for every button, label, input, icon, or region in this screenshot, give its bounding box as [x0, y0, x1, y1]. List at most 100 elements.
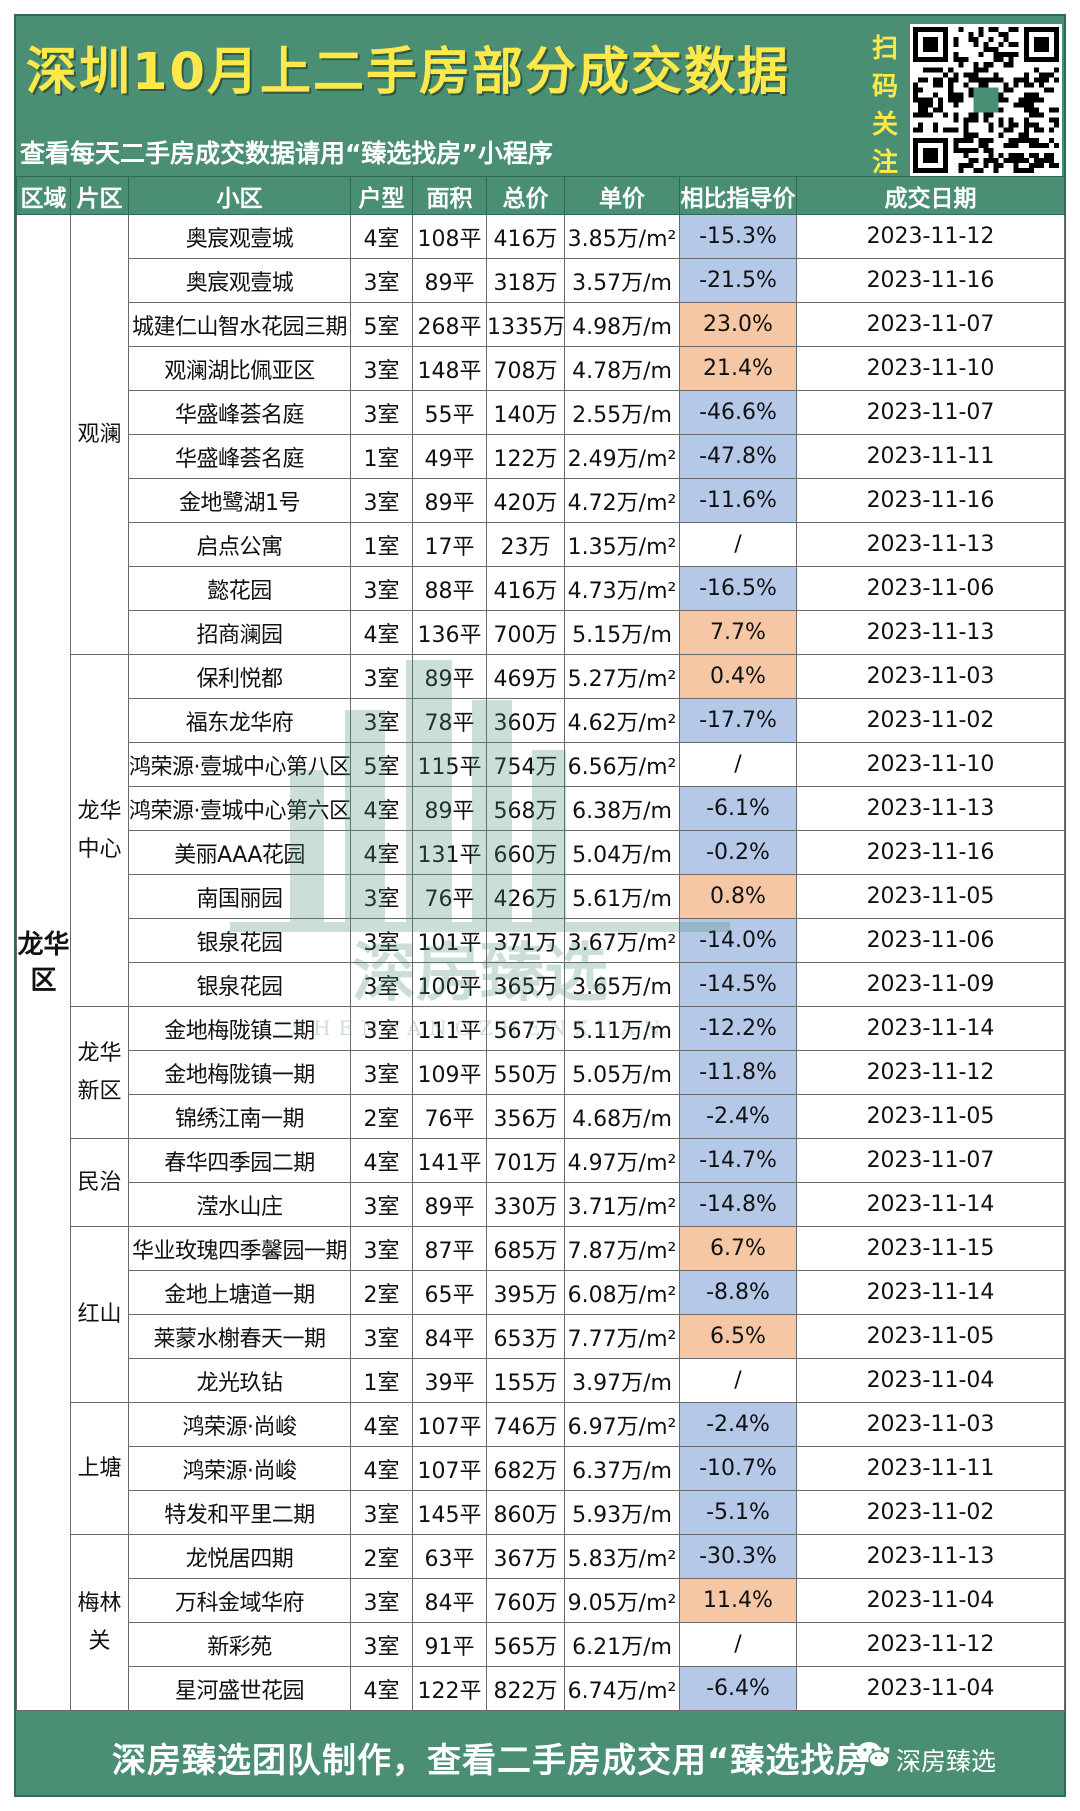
ratio-cell: -17.7%	[679, 698, 797, 743]
brand-name: 深房臻选	[896, 1747, 997, 1776]
layout-cell: 4室	[350, 1138, 413, 1183]
date-cell: 2023-11-03	[796, 654, 1065, 699]
community-cell: 华业玫瑰四季馨园一期	[128, 1226, 351, 1271]
size-cell: 111平	[412, 1006, 487, 1051]
size-cell: 107平	[412, 1402, 487, 1447]
total-price-cell: 360万	[486, 698, 565, 743]
community-cell: 启点公寓	[128, 522, 351, 567]
column-header: 小区	[128, 176, 351, 215]
unit-price-cell: 3.65万/m	[564, 962, 680, 1007]
total-price-cell: 23万	[486, 522, 565, 567]
ratio-cell: -2.4%	[679, 1094, 797, 1139]
area-cell: 民治	[70, 1138, 129, 1227]
community-cell: 福东龙华府	[128, 698, 351, 743]
size-cell: 268平	[412, 302, 487, 347]
layout-cell: 3室	[350, 698, 413, 743]
layout-cell: 4室	[350, 610, 413, 655]
layout-cell: 3室	[350, 1182, 413, 1227]
size-cell: 89平	[412, 786, 487, 831]
layout-cell: 1室	[350, 522, 413, 567]
date-cell: 2023-11-07	[796, 390, 1065, 435]
area-cell: 观澜	[70, 214, 129, 655]
size-cell: 76平	[412, 874, 487, 919]
table-row: 万科金域华府 3室 84平 760万 9.05万/m² 11.4% 2023-11-04	[17, 1578, 1065, 1623]
ratio-cell: 0.8%	[679, 874, 797, 919]
column-header: 片区	[70, 176, 129, 215]
date-cell: 2023-11-04	[796, 1578, 1065, 1623]
total-price-cell: 416万	[486, 566, 565, 611]
community-cell: 新彩苑	[128, 1622, 351, 1667]
total-price-cell: 416万	[486, 214, 565, 259]
size-cell: 122平	[412, 1666, 487, 1711]
size-cell: 91平	[412, 1622, 487, 1667]
size-cell: 101平	[412, 918, 487, 963]
size-cell: 107平	[412, 1446, 487, 1491]
total-price-cell: 395万	[486, 1270, 565, 1315]
layout-cell: 4室	[350, 1402, 413, 1447]
ratio-cell: 23.0%	[679, 302, 797, 347]
total-price-cell: 682万	[486, 1446, 565, 1491]
size-cell: 89平	[412, 478, 487, 523]
total-price-cell: 356万	[486, 1094, 565, 1139]
ratio-cell: 6.5%	[679, 1314, 797, 1359]
ratio-cell: -6.4%	[679, 1666, 797, 1711]
ratio-cell: -11.6%	[679, 478, 797, 523]
total-price-cell: 568万	[486, 786, 565, 831]
size-cell: 109平	[412, 1050, 487, 1095]
wechat-icon	[857, 1742, 890, 1768]
layout-cell: 5室	[350, 302, 413, 347]
total-price-cell: 550万	[486, 1050, 565, 1095]
community-cell: 锦绣江南一期	[128, 1094, 351, 1139]
date-cell: 2023-11-14	[796, 1006, 1065, 1051]
unit-price-cell: 4.97万/m²	[564, 1138, 680, 1183]
size-cell: 89平	[412, 654, 487, 699]
total-price-cell: 701万	[486, 1138, 565, 1183]
unit-price-cell: 4.62万/m²	[564, 698, 680, 743]
layout-cell: 4室	[350, 1446, 413, 1491]
unit-price-cell: 4.73万/m²	[564, 566, 680, 611]
unit-price-cell: 3.71万/m²	[564, 1182, 680, 1227]
table-row: 龙华新区 金地梅陇镇二期 3室 111平 567万 5.11万/m -12.2% 2023-1…	[17, 1006, 1065, 1139]
unit-price-cell: 6.56万/m²	[564, 742, 680, 787]
layout-cell: 3室	[350, 1578, 413, 1623]
layout-cell: 2室	[350, 1094, 413, 1139]
date-cell: 2023-11-14	[796, 1270, 1065, 1315]
community-cell: 保利悦都	[128, 654, 351, 699]
layout-cell: 3室	[350, 390, 413, 435]
total-price-cell: 365万	[486, 962, 565, 1007]
table-row: 奥宸观壹城 3室 89平 318万 3.57万/m -21.5% 2023-11-16	[17, 258, 1065, 303]
layout-cell: 3室	[350, 346, 413, 391]
table-body: 龙华区 观澜 奥宸观壹城 4室 108平 416万 3.85万/m² -15.3% 2023-1…	[16, 214, 1065, 1711]
ratio-cell: -2.4%	[679, 1402, 797, 1447]
layout-cell: 3室	[350, 478, 413, 523]
layout-cell: 2室	[350, 1270, 413, 1315]
area-cell: 上塘	[70, 1402, 129, 1535]
date-cell: 2023-11-15	[796, 1226, 1065, 1271]
unit-price-cell: 9.05万/m²	[564, 1578, 680, 1623]
ratio-cell: -47.8%	[679, 434, 797, 479]
district-cell: 龙华区	[16, 214, 71, 1711]
total-price-cell: 469万	[486, 654, 565, 699]
total-price-cell: 860万	[486, 1490, 565, 1535]
date-cell: 2023-11-03	[796, 1402, 1065, 1447]
size-cell: 17平	[412, 522, 487, 567]
unit-price-cell: 7.87万/m²	[564, 1226, 680, 1271]
ratio-cell: -14.8%	[679, 1182, 797, 1227]
unit-price-cell: 6.38万/m	[564, 786, 680, 831]
qr-code-icon[interactable]	[910, 24, 1062, 176]
table-row: 美丽AAA花园 4室 131平 660万 5.04万/m -0.2% 2023-11-16	[17, 830, 1065, 875]
community-cell: 特发和平里二期	[128, 1490, 351, 1535]
total-price-cell: 760万	[486, 1578, 565, 1623]
layout-cell: 4室	[350, 786, 413, 831]
size-cell: 89平	[412, 1182, 487, 1227]
community-cell: 奥宸观壹城	[128, 214, 351, 259]
unit-price-cell: 5.61万/m	[564, 874, 680, 919]
column-header: 相比指导价	[679, 176, 797, 215]
unit-price-cell: 5.93万/m	[564, 1490, 680, 1535]
date-cell: 2023-11-07	[796, 302, 1065, 347]
layout-cell: 3室	[350, 258, 413, 303]
layout-cell: 5室	[350, 742, 413, 787]
page-subtitle: 查看每天二手房成交数据请用“臻选找房”小程序	[20, 139, 553, 168]
unit-price-cell: 3.57万/m	[564, 258, 680, 303]
size-cell: 136平	[412, 610, 487, 655]
